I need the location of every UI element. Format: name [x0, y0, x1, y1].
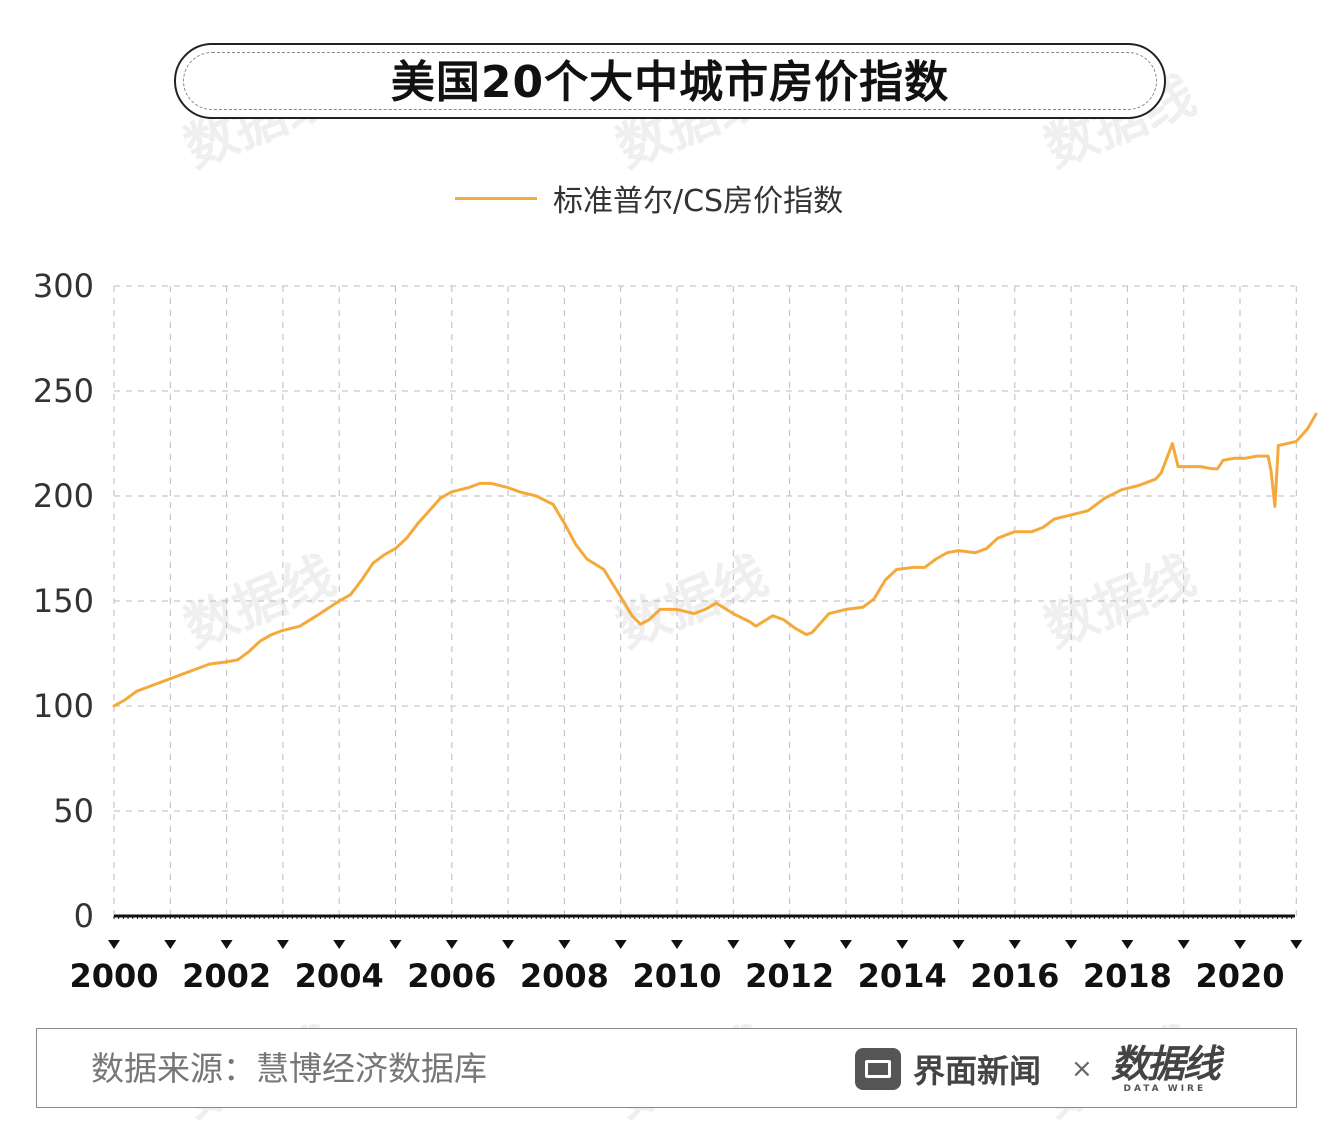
- x-tick-marker: [108, 940, 120, 949]
- x-tick-label: 2020: [1195, 957, 1284, 995]
- x-tick-marker: [1290, 940, 1303, 949]
- data-wire-logo: 数据线 DATA WIRE: [1110, 1041, 1221, 1094]
- x-tick-marker: [1234, 940, 1246, 949]
- times-symbol: ×: [1071, 1054, 1093, 1084]
- data-source-text: 数据来源：慧博经济数据库: [91, 1049, 487, 1088]
- data-wire-logo-subtext: DATA WIRE: [1123, 1083, 1207, 1094]
- x-tick-label: 2014: [858, 957, 947, 995]
- x-tick-marker: [558, 940, 571, 949]
- y-tick-label: 200: [33, 477, 94, 515]
- x-tick-label: 2016: [970, 957, 1059, 995]
- footer: 数据来源：慧博经济数据库 界面新闻 × 数据线 DATA WIRE: [36, 1028, 1297, 1108]
- x-tick-marker: [445, 940, 458, 949]
- legend-line-swatch: [455, 196, 537, 200]
- title-banner: 美国20个大中城市房价指数: [174, 43, 1166, 119]
- data-wire-logo-text: 数据线: [1110, 1041, 1221, 1086]
- y-tick-label: 300: [33, 267, 94, 305]
- chart-title: 美国20个大中城市房价指数: [390, 57, 950, 108]
- x-tick-label: 2004: [295, 957, 384, 995]
- x-tick-marker: [276, 940, 289, 949]
- x-tick-marker: [1121, 940, 1134, 949]
- x-tick-label: 2008: [520, 957, 609, 995]
- x-tick-label: 2018: [1083, 957, 1172, 995]
- legend-label: 标准普尔/CS房价指数: [553, 184, 844, 219]
- x-tick-marker: [1008, 940, 1021, 949]
- x-tick-marker: [1177, 940, 1190, 949]
- y-tick-label: 50: [53, 792, 94, 830]
- x-tick-label: 2002: [182, 957, 271, 995]
- x-tick-label: 2000: [69, 957, 158, 995]
- x-tick-marker: [220, 940, 233, 949]
- x-tick-marker: [333, 940, 346, 949]
- x-tick-marker: [502, 940, 515, 949]
- y-tick-label: 0: [74, 897, 94, 935]
- line-chart: 0 50 100 150 200 250 300 2000 2002 2004 2006 2008 20…: [33, 267, 1318, 995]
- x-tick-marker: [783, 940, 796, 949]
- x-tick-label: 2006: [407, 957, 496, 995]
- x-tick-marker: [389, 940, 402, 949]
- series-line: [112, 412, 1318, 708]
- x-tick-label: 2012: [745, 957, 834, 995]
- y-tick-label: 100: [33, 687, 94, 725]
- x-tick-marker: [896, 940, 909, 949]
- jiemian-logo-icon: [855, 1048, 901, 1090]
- x-tick-marker: [727, 940, 740, 949]
- x-tick-marker: [952, 940, 965, 949]
- brand-area: 界面新闻 × 数据线 DATA WIRE: [855, 1041, 1221, 1095]
- x-tick-label: 2010: [632, 957, 721, 995]
- x-tick-marker: [1065, 940, 1078, 949]
- x-tick-marker: [614, 940, 627, 949]
- legend: 标准普尔/CS房价指数: [455, 176, 843, 220]
- x-tick-marker: [671, 940, 683, 949]
- y-tick-label: 150: [33, 582, 94, 620]
- brand-name: 界面新闻: [913, 1052, 1042, 1090]
- y-tick-label: 250: [33, 372, 94, 410]
- x-tick-marker: [839, 940, 852, 949]
- x-tick-marker: [164, 940, 177, 949]
- title-banner-dashed-border: [183, 52, 1157, 110]
